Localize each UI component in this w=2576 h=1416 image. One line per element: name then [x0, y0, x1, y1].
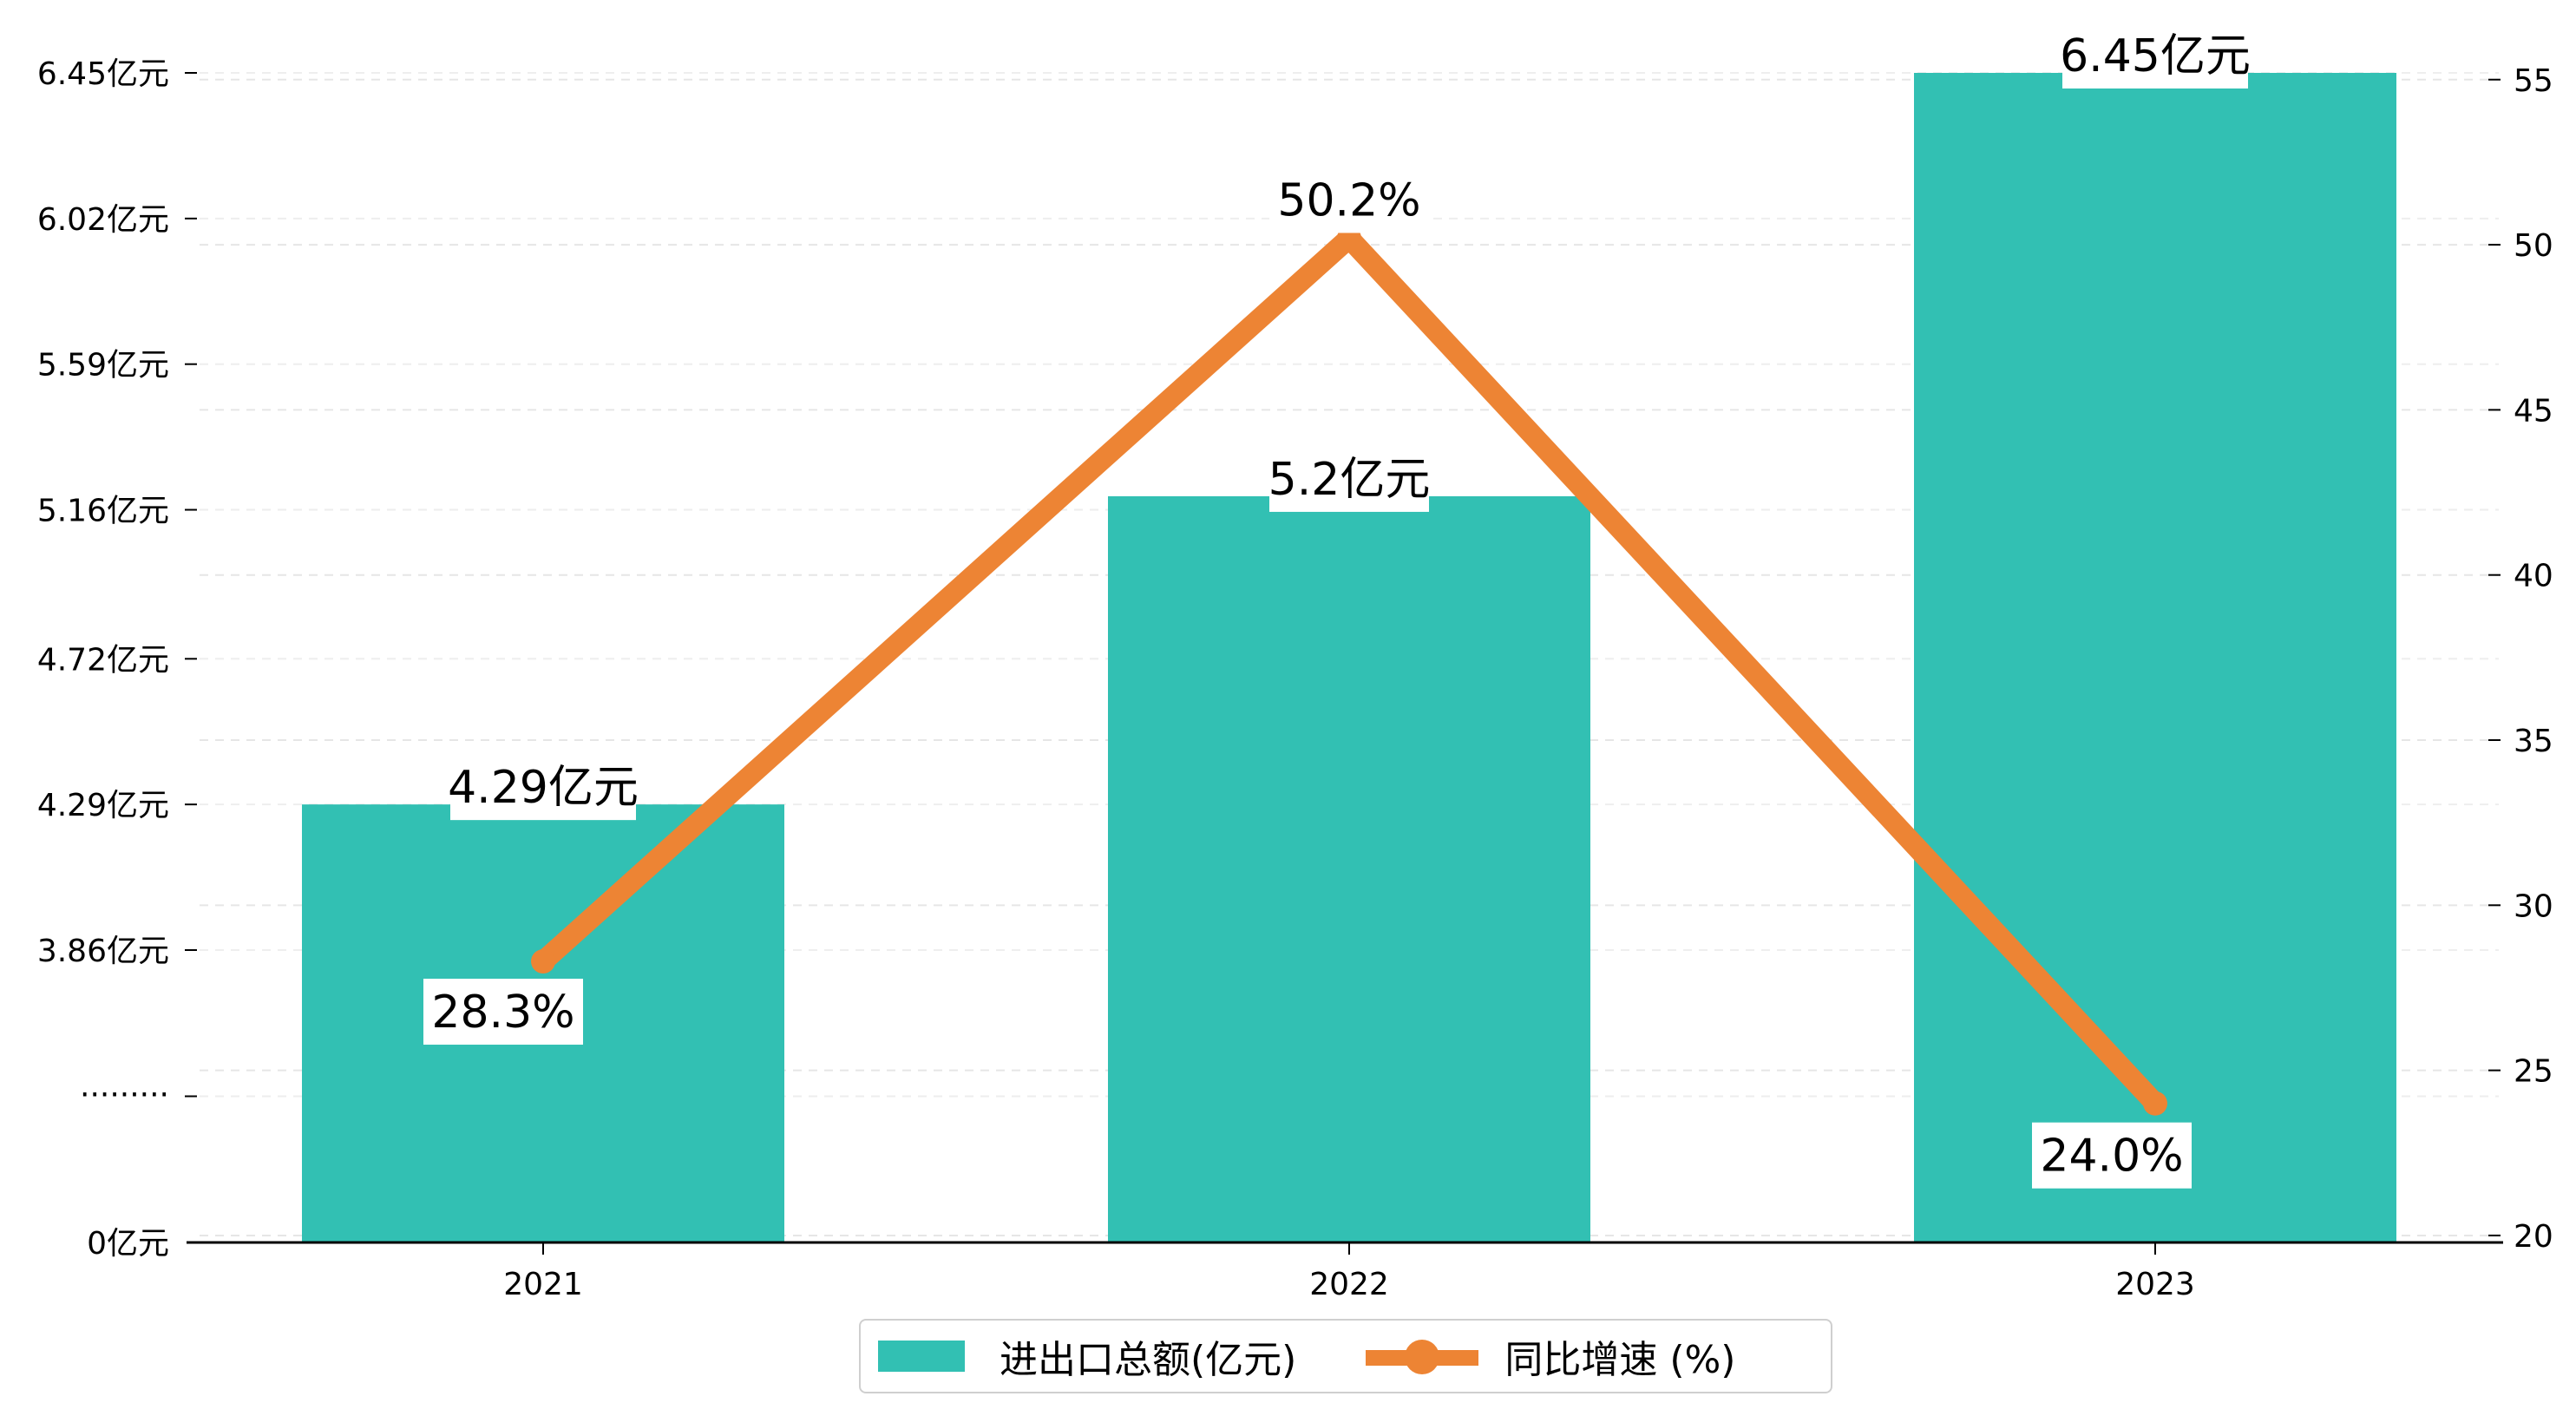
y-left-break-label: ········· [80, 1078, 169, 1113]
bar [1108, 495, 1590, 1242]
legend-label-bar: 进出口总额(亿元) [1000, 1338, 1297, 1382]
x-tick-label: 2021 [503, 1267, 583, 1302]
y-right-tick-label: 40 [2514, 559, 2553, 594]
y-right-tick-label: 25 [2514, 1054, 2553, 1090]
line-data-label: 28.3% [423, 979, 583, 1046]
line-data-label-text: 28.3% [431, 987, 574, 1039]
legend-swatch-bar [878, 1341, 965, 1372]
bar [1914, 73, 2396, 1242]
line-data-label: 50.2% [1269, 167, 1429, 233]
y-right-tick-label: 30 [2514, 888, 2553, 924]
legend: 进出口总额(亿元) 同比增速 (%) [859, 1319, 1832, 1393]
bar-series [302, 73, 2396, 1242]
legend-swatch-line [1366, 1340, 1479, 1374]
line-point [531, 949, 555, 974]
y-left-tick-label: 5.16亿元 [37, 494, 169, 529]
bar-data-label: 6.45亿元 [2060, 23, 2251, 88]
legend-item-bar[interactable]: 进出口总额(亿元) [861, 1328, 1296, 1384]
y-right-tick-label: 55 [2514, 63, 2553, 99]
x-tick-label: 2023 [2115, 1267, 2195, 1302]
bar-data-label: 4.29亿元 [448, 754, 639, 821]
line-data-label-text: 50.2% [1277, 174, 1420, 226]
y-right-tick-label: 20 [2514, 1219, 2553, 1255]
line-data-label-text: 24.0% [2040, 1131, 2183, 1183]
y-right-tick-label: 35 [2514, 724, 2553, 759]
bar-data-label-box [1269, 445, 1429, 512]
axes: 2021 2022 2023 0亿元 3.86亿元 4.29亿元 4.72亿元 5.16亿元 5… [37, 56, 2553, 1302]
bar-data-label-text: 6.45亿元 [2060, 30, 2251, 82]
data-labels: 4.29亿元 5.2亿元 6.45亿元 28.3% 50.2% 24.0% [423, 23, 2251, 1189]
y-right-tick-label: 50 [2514, 228, 2553, 264]
bar-data-label-box [2062, 23, 2248, 88]
line-data-label-box [1269, 167, 1429, 233]
line-data-label-box [2032, 1122, 2192, 1189]
legend-item-line[interactable]: 同比增速 (%) [1296, 1328, 1735, 1384]
y-left-tick-label: 0亿元 [87, 1226, 169, 1262]
y-left-tick-label: 6.45亿元 [37, 56, 169, 92]
legend-label-line: 同比增速 (%) [1504, 1338, 1736, 1382]
line-data-label: 24.0% [2032, 1122, 2192, 1189]
line-point [2143, 1091, 2167, 1116]
legend-line-marker [1405, 1340, 1440, 1374]
bar-data-label-box [450, 754, 636, 821]
bar-data-label-text: 4.29亿元 [448, 762, 639, 814]
line-data-label-box [423, 979, 583, 1046]
y-left-tick-label: 6.02亿元 [37, 202, 169, 238]
bar-data-label-text: 5.2亿元 [1268, 454, 1431, 506]
y-right-tick-label: 45 [2514, 393, 2553, 429]
y-left-tick-label: 5.59亿元 [37, 348, 169, 384]
y-left-tick-label: 4.72亿元 [37, 642, 169, 678]
y-left-tick-label: 3.86亿元 [37, 934, 169, 969]
x-tick-label: 2022 [1309, 1267, 1389, 1302]
y-left-tick-label: 4.29亿元 [37, 788, 169, 823]
bar-data-label: 5.2亿元 [1268, 445, 1431, 512]
